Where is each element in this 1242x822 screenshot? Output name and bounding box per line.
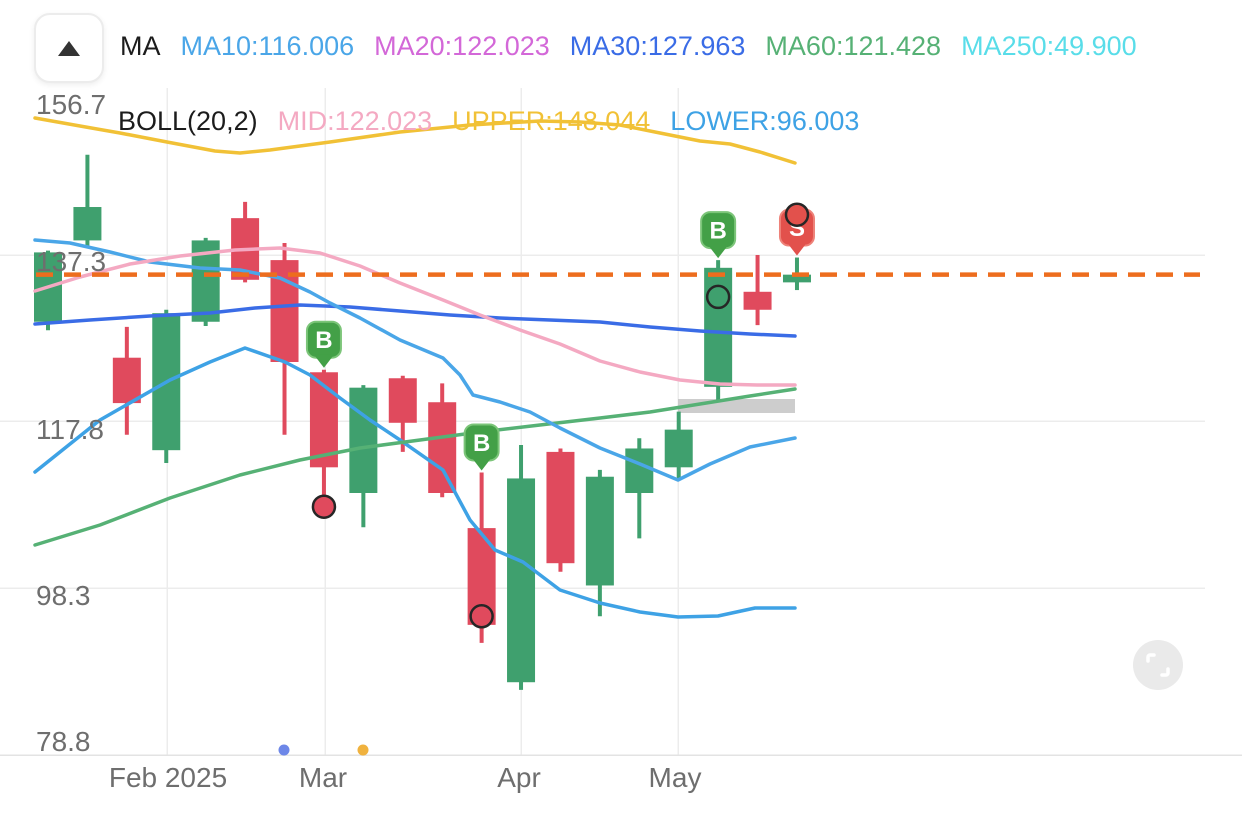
- candle-body: [112, 357, 141, 404]
- y-axis-tick-label: 137.3: [36, 246, 107, 277]
- execution-circle: [469, 604, 494, 629]
- candle-body: [388, 378, 417, 423]
- buy-pin-label: B: [315, 327, 332, 354]
- y-axis-tick-label: 78.8: [36, 726, 91, 757]
- event-dot[interactable]: [357, 744, 369, 756]
- candle-body: [743, 291, 772, 310]
- x-axis-tick-label: Mar: [298, 762, 348, 793]
- x-axis-tick-label: May: [648, 762, 702, 793]
- buy-pin-label: B: [473, 430, 490, 457]
- ma-legend-row: MA MA10:116.006 MA20:122.023 MA30:127.963 M…: [120, 31, 1137, 62]
- candle-body: [625, 448, 654, 493]
- candle-body: [507, 478, 536, 683]
- execution-circle: [784, 202, 810, 227]
- buy-pin-tip: [313, 354, 334, 368]
- buy-pin-tip: [708, 245, 729, 259]
- ma30-line: [33, 303, 797, 338]
- candle-body: [664, 429, 693, 468]
- legend-item: LOWER:96.003: [670, 106, 860, 136]
- collapse-indicator-button[interactable]: [34, 13, 104, 83]
- y-axis-tick-label: 98.3: [36, 580, 91, 611]
- expand-chart-button[interactable]: [1133, 640, 1183, 690]
- ma60-line: [33, 387, 797, 547]
- triangle-up-icon: [58, 40, 80, 56]
- candle-body: [428, 402, 457, 493]
- execution-circle: [311, 494, 337, 519]
- boll-upper-line: [33, 116, 797, 165]
- candle-body: [309, 372, 338, 468]
- execution-circle: [705, 284, 731, 310]
- legend-item: MA250:49.900: [961, 31, 1137, 61]
- ma10-line: [33, 238, 797, 482]
- boll-legend-row: BOLL(20,2) MID:122.023 UPPER:148.044 LOWER…: [118, 106, 859, 137]
- sell-pin-tip: [786, 242, 807, 256]
- ma-legend-title: MA: [120, 31, 161, 61]
- legend-item: UPPER:148.044: [452, 106, 651, 136]
- boll-lower-line: [33, 346, 797, 619]
- legend-item: MA60:121.428: [765, 31, 942, 61]
- legend-item: MA30:127.963: [569, 31, 746, 61]
- expand-icon: [1146, 653, 1170, 677]
- buy-pin-tip: [471, 457, 492, 471]
- x-axis-tick-label: Feb 2025: [108, 762, 228, 793]
- boll-mid-ma20-line: [33, 246, 797, 387]
- legend-item: MA20:122.023: [374, 31, 550, 61]
- candle-body: [73, 207, 102, 241]
- candle-body: [585, 476, 614, 586]
- event-dot[interactable]: [278, 744, 290, 756]
- candle-body: [782, 274, 811, 283]
- legend-item: MID:122.023: [277, 106, 433, 136]
- buy-pin-label: B: [709, 218, 726, 245]
- x-axis-tick-label: Apr: [497, 762, 541, 793]
- y-axis-tick-label: 156.7: [36, 89, 107, 120]
- candle-body: [349, 387, 378, 493]
- y-axis-tick-label: 117.8: [36, 414, 104, 445]
- candle-body: [546, 451, 575, 564]
- boll-legend-title: BOLL(20,2): [118, 106, 258, 136]
- legend-item: MA10:116.006: [180, 31, 355, 61]
